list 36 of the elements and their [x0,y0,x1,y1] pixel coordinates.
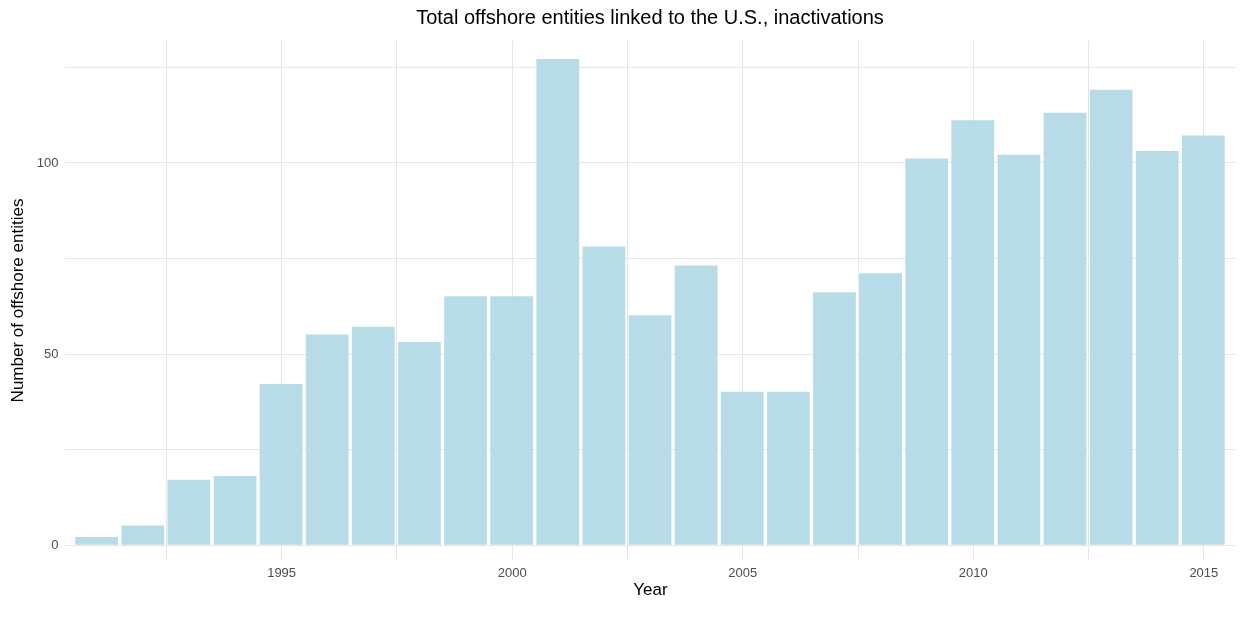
bar [628,315,672,545]
chart-title: Total offshore entities linked to the U.S., inactivations [416,6,884,28]
y-tick-label: 50 [44,346,59,362]
bar [951,120,995,545]
bar [582,246,626,545]
bar [305,334,349,545]
bar [1043,112,1087,545]
bar [720,391,764,545]
bar [1181,135,1225,545]
y-tick-label: 0 [51,537,59,553]
bar [167,479,211,545]
bar [1089,89,1133,545]
x-tick-label: 2005 [728,564,758,580]
bar [398,342,441,545]
bar [536,59,580,545]
bar [766,391,810,545]
bar [213,475,257,545]
bar [444,296,487,545]
bar [351,326,395,545]
bar [121,525,165,545]
bar [674,265,718,545]
x-tick-label: 2010 [958,564,988,580]
bar [997,154,1041,545]
bar [813,292,856,545]
bar [490,296,534,545]
bar [1135,150,1179,545]
bar [905,158,949,545]
bar [259,384,303,545]
y-tick-label: 100 [36,154,59,170]
x-tick-label: 2015 [1189,564,1219,580]
x-tick-label: 1995 [267,564,297,580]
bar [859,273,902,545]
x-tick-label: 2000 [497,564,527,580]
bar [75,537,119,545]
y-axis-title: Number of offshore entities [7,198,27,403]
x-axis-title: Year [633,579,669,599]
